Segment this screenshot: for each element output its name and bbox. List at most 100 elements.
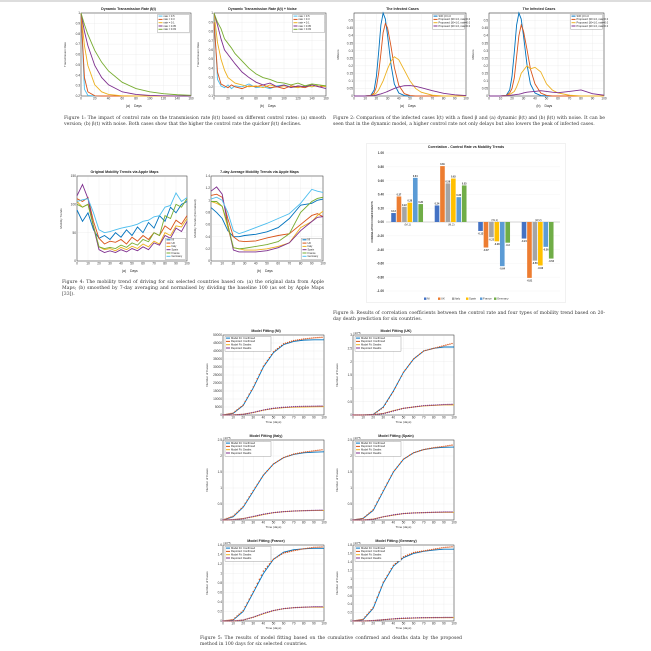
y-tick-label: 0 (350, 518, 352, 522)
y-tick-label: 1.5 (218, 470, 223, 474)
legend-label: UK (308, 241, 312, 245)
data-point (378, 409, 380, 412)
x-tick-label: 0 (222, 416, 224, 420)
x-tick-label: 90 (442, 622, 446, 626)
y-tick-label: 1 (350, 577, 352, 581)
data-point (358, 414, 360, 416)
data-point (278, 346, 281, 348)
y-tick-label: 20000 (213, 381, 222, 385)
data-point (293, 453, 295, 455)
data-point (414, 551, 417, 553)
y-tick-label: 0.20 (378, 206, 384, 210)
data-point (435, 446, 437, 449)
plot-frame (222, 544, 325, 622)
data-point (433, 347, 435, 350)
category-label: (M,2) (448, 223, 455, 227)
data-point (284, 456, 287, 458)
data-point (290, 607, 293, 609)
series-line-4 (76, 198, 188, 250)
y-tick-label: 1 (211, 11, 213, 15)
y-tick-label: 0.6 (209, 48, 214, 52)
data-point (262, 513, 265, 515)
y-tick-label: 0.3 (349, 49, 354, 53)
data-point (244, 606, 246, 608)
series-3-markers (352, 403, 453, 416)
series-3-markers (222, 509, 323, 521)
data-point (386, 574, 389, 577)
data-point (244, 517, 246, 519)
legend-box (354, 336, 402, 352)
subfigure-label: (b) (260, 104, 264, 108)
y-tick-label: 0.05 (347, 87, 353, 91)
legend: NI UK Italy Spain France Germany (424, 297, 509, 301)
y-tick-label: 1.8 (348, 543, 353, 547)
data-point (362, 620, 364, 622)
data-point (311, 337, 313, 339)
x-tick-label: 40 (397, 97, 401, 101)
y-tick-label: 0.4 (206, 235, 211, 239)
data-point (386, 618, 389, 621)
data-point (427, 511, 429, 514)
chart-title: 7-day Average Mobility Trends via Apple … (220, 170, 299, 174)
data-point (262, 365, 265, 367)
chart-title: Dynamic Transmission Rate β(t) (101, 7, 157, 11)
data-point (232, 412, 234, 414)
data-point (317, 509, 319, 511)
legend-label: Spain (308, 248, 315, 252)
data-point (246, 499, 248, 501)
y-scale-label: ×10^5 (223, 436, 231, 440)
data-point (236, 615, 238, 617)
data-point (427, 404, 429, 407)
data-point (260, 369, 263, 372)
data-point (408, 363, 411, 366)
data-point (254, 382, 257, 384)
x-tick-label: 100 (451, 521, 457, 525)
y-tick-label: 1.00 (378, 151, 384, 155)
bar (527, 222, 532, 278)
bar-value-label: 0.63 (451, 176, 456, 179)
data-point (418, 512, 421, 514)
y-tick-label: 0 (74, 259, 76, 263)
data-point (280, 344, 283, 347)
data-point (246, 602, 248, 604)
data-point (443, 403, 445, 406)
x-tick-label: 10 (231, 416, 235, 420)
data-point (380, 413, 382, 415)
data-point (441, 345, 443, 347)
data-point (305, 338, 307, 340)
data-point (382, 581, 384, 583)
x-tick-label: 100 (281, 97, 287, 101)
x-tick-label: 160 (188, 97, 194, 101)
chart-svg: The Infected Cases 0 10 20 30 40 50 60 70 80 90 100… (336, 7, 470, 108)
data-point (447, 546, 449, 548)
legend-label: rate = 0.5 (164, 14, 176, 18)
bar (461, 185, 467, 222)
x-tick-label: 50 (402, 416, 406, 420)
data-point (313, 509, 315, 512)
data-point (301, 548, 303, 550)
y-tick-label: 0 (486, 94, 488, 98)
x-tick-label: 0 (80, 97, 82, 101)
data-point (264, 513, 267, 515)
data-point (317, 449, 319, 452)
series-line-1 (354, 22, 466, 97)
data-point (278, 459, 281, 461)
data-point (414, 406, 417, 408)
x-tick-label: 50 (272, 622, 276, 626)
legend-box (432, 14, 465, 30)
bar-value-label: 0.28 (407, 200, 412, 203)
chart-svg: Model Fitting (Germany) 0 10 20 30 40 50 60 70 80… (335, 539, 457, 630)
data-point (451, 403, 453, 406)
y-tick-label: 40000 (213, 349, 222, 353)
x-tick-label: 20 (93, 97, 97, 101)
data-point (396, 561, 399, 563)
data-point (305, 547, 307, 550)
bar (434, 205, 440, 222)
x-axis-label: Time (days) (266, 525, 282, 529)
data-point (410, 360, 413, 363)
data-point (414, 512, 417, 514)
data-point (392, 390, 395, 393)
y-tick-label: 0 (220, 413, 222, 417)
x-tick-label: 90 (442, 416, 446, 420)
x-tick-label: 100 (321, 416, 327, 420)
